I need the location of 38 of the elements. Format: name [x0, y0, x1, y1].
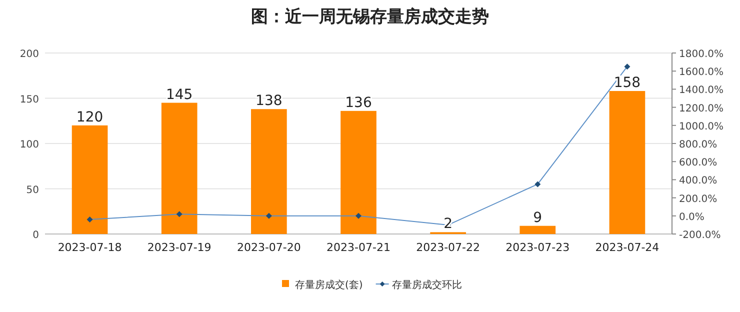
- bar: [340, 110, 376, 234]
- bar: [520, 226, 556, 234]
- y-tick-label: 0: [32, 230, 39, 241]
- x-tick-label: 2023-07-18: [58, 241, 122, 254]
- data-label: 145: [166, 86, 193, 103]
- data-label: 158: [614, 75, 641, 92]
- x-tick-label: 2023-07-24: [595, 241, 660, 254]
- y2-tick-label: 1800.0%: [679, 49, 724, 60]
- bar: [251, 109, 287, 234]
- x-tick-label: 2023-07-22: [416, 241, 480, 254]
- bar: [609, 91, 646, 234]
- bar: [72, 125, 108, 234]
- y2-tick-label: 200.0%: [679, 194, 718, 205]
- y2-tick-label: -200.0%: [679, 230, 721, 241]
- y-tick-label: 50: [26, 184, 39, 196]
- y2-tick-label: 1600.0%: [679, 67, 724, 78]
- x-tick-label: 2023-07-20: [236, 241, 301, 254]
- y2-tick-label: 600.0%: [679, 158, 718, 169]
- y2-tick-label: 1200.0%: [679, 103, 724, 114]
- x-tick-label: 2023-07-23: [506, 241, 570, 254]
- data-label: 136: [345, 94, 372, 111]
- data-label: 138: [256, 93, 282, 110]
- y-tick-label: 100: [20, 140, 39, 150]
- y2-tick-label: 1400.0%: [679, 85, 724, 96]
- bar: [161, 102, 198, 234]
- y2-tick-label: 400.0%: [679, 176, 718, 187]
- data-label: 9: [533, 210, 542, 226]
- x-tick-label: 2023-07-19: [147, 241, 212, 254]
- x-tick-label: 2023-07-21: [326, 241, 390, 254]
- y-tick-label: 200: [20, 49, 39, 60]
- y2-tick-label: 800.0%: [679, 140, 718, 150]
- data-label: 120: [76, 109, 104, 126]
- legend-label: 存量房成交环比: [392, 279, 462, 291]
- y2-tick-label: 1000.0%: [679, 121, 724, 132]
- y-tick-label: 150: [20, 94, 39, 106]
- y2-tick-label: 0.0%: [679, 212, 704, 223]
- legend-label: 存量房成交(套): [295, 279, 363, 291]
- chart-title: 图：近一周无锡存量房成交走势: [251, 7, 489, 27]
